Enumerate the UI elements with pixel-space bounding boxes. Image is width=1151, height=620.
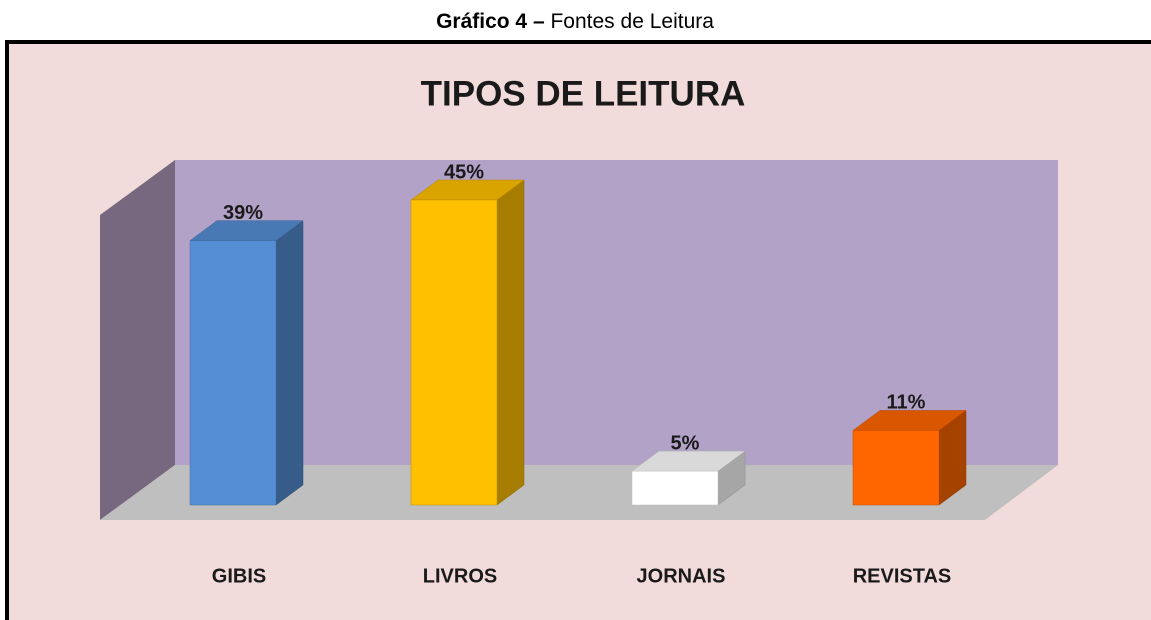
data-label: 5% [671, 432, 700, 454]
bar-side [275, 220, 304, 506]
caption: Gráfico 4 – Fontes de Leitura [436, 10, 714, 33]
back-wall [175, 160, 1058, 465]
bar-side [496, 179, 525, 506]
floor [100, 465, 1058, 520]
x-tick-label: REVISTAS [853, 565, 952, 587]
bar [410, 199, 498, 506]
chart-title: TIPOS DE LEITURA [421, 74, 746, 113]
bar [631, 470, 719, 506]
bar [189, 240, 277, 506]
caption-label: Gráfico 4 – [436, 10, 545, 33]
data-label: 11% [887, 392, 926, 414]
data-label: 45% [444, 161, 484, 183]
x-tick-label: GIBIS [212, 565, 266, 587]
caption-text: Fontes de Leitura [550, 10, 714, 33]
bar [852, 430, 940, 506]
side-wall [100, 160, 175, 520]
x-tick-label: JORNAIS [637, 565, 726, 587]
x-tick-label: LIVROS [423, 565, 497, 587]
data-label: 39% [223, 202, 263, 224]
